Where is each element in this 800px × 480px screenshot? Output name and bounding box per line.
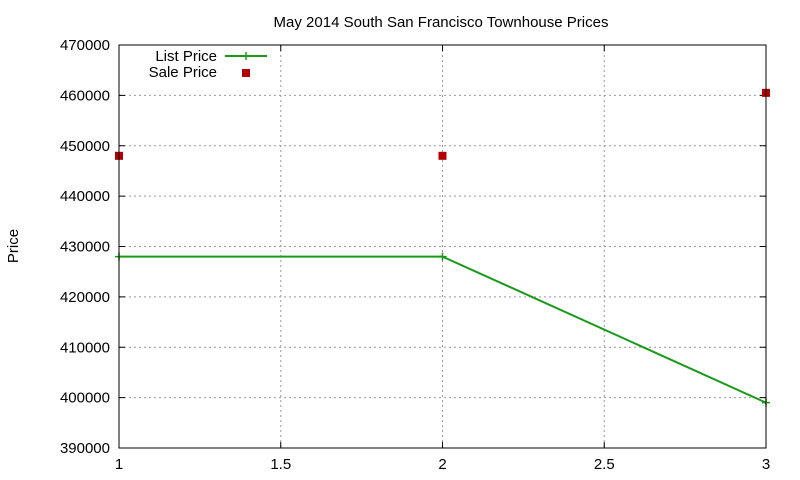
y-tick-label: 470000 (60, 37, 110, 54)
series-sale-price (115, 88, 770, 160)
legend-label: List Price (155, 48, 217, 65)
plot-frame (118, 44, 767, 449)
y-tick-label: 420000 (60, 289, 110, 306)
y-axis-ticks: 390000 400000 410000 420000 430000 440000 4500… (60, 37, 766, 457)
x-axis-ticks: 1 1.5 2 2.5 3 (115, 45, 770, 473)
x-tick-label: 1.5 (270, 456, 291, 473)
chart-title: May 2014 South San Francisco Townhouse P… (274, 14, 609, 31)
x-tick-label: 2.5 (594, 456, 615, 473)
x-tick-label: 1 (115, 456, 123, 473)
y-tick-label: 410000 (60, 339, 110, 356)
data-point (438, 252, 447, 261)
grid-lines (119, 45, 766, 448)
y-tick-label: 430000 (60, 239, 110, 256)
data-point (438, 151, 447, 160)
y-tick-label: 460000 (60, 87, 110, 104)
y-tick-label: 400000 (60, 390, 110, 407)
y-axis-label: Price (5, 229, 22, 263)
legend-marker (242, 52, 250, 60)
y-tick-label: 390000 (60, 440, 110, 457)
x-tick-label: 2 (438, 456, 446, 473)
y-tick-label: 450000 (60, 138, 110, 155)
x-tick-label: 3 (762, 456, 770, 473)
legend-marker (242, 69, 250, 77)
y-tick-label: 440000 (60, 188, 110, 205)
legend-label: Sale Price (149, 64, 217, 81)
